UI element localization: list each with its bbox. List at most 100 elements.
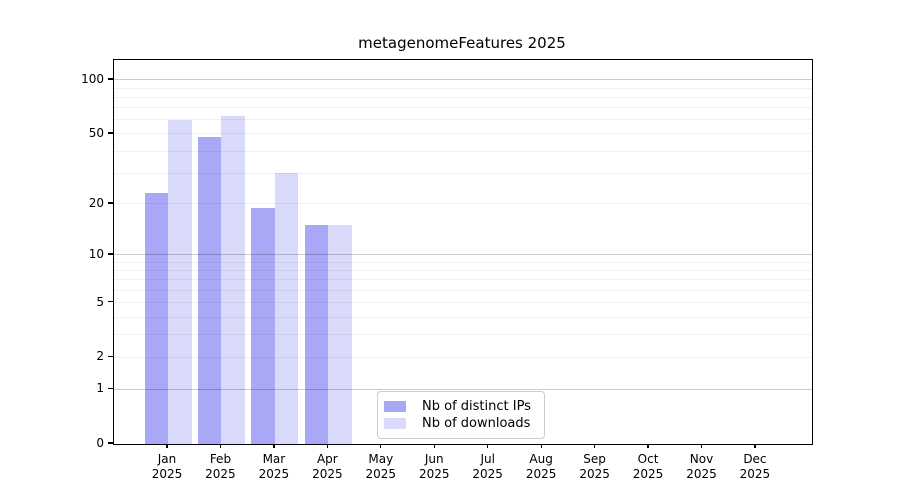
gridline-minor-5: [114, 302, 812, 304]
x-tick-mark-jan: [166, 444, 168, 449]
bar-nb-of-downloads-mar: [274, 173, 299, 444]
x-tick-mark-jun: [433, 444, 435, 449]
x-tick-month: Jun: [424, 452, 444, 466]
gridline-minor-3: [114, 334, 812, 336]
gridline-minor-7: [114, 279, 812, 281]
bar-nb-of-downloads-apr: [328, 225, 352, 444]
bar-nb-of-distinct-ips-feb: [197, 136, 222, 444]
y-tick-mark-10: [108, 253, 113, 255]
gridline-major-100: [114, 79, 812, 81]
y-tick-mark-1: [108, 387, 113, 389]
x-tick-mark-feb: [219, 444, 222, 449]
chart-title: metagenomeFeatures 2025: [358, 34, 566, 52]
x-tick-year: 2025: [205, 467, 236, 481]
gridline-major-1: [114, 388, 812, 390]
gridline-minor-8: [114, 270, 812, 272]
x-tick-label-sep: Sep 2025: [568, 452, 622, 482]
y-tick-label-2: 2: [96, 349, 104, 364]
gridline-minor-2: [114, 356, 812, 358]
legend-swatch-icon: [384, 401, 406, 412]
x-tick-month: Feb: [209, 452, 232, 466]
y-tick-mark-20: [108, 202, 113, 204]
x-tick-month: Mar: [262, 452, 286, 466]
x-tick-mark-mar: [273, 444, 275, 449]
legend: Nb of distinct IPs Nb of downloads: [377, 391, 545, 439]
x-tick-year: 2025: [739, 467, 771, 481]
x-tick-month: May: [368, 452, 394, 466]
y-tick-label-100: 100: [81, 71, 104, 86]
x-tick-mark-sep: [593, 444, 596, 449]
x-tick-mark-dec: [754, 444, 756, 449]
y-tick-label-20: 20: [88, 195, 104, 210]
x-tick-label-oct: Oct 2025: [621, 452, 675, 482]
x-tick-month: Dec: [743, 452, 767, 466]
legend-item-nb-of-downloads: Nb of downloads: [384, 415, 536, 432]
x-tick-month: Jan: [157, 452, 177, 466]
x-tick-label-mar: Mar 2025: [247, 452, 301, 482]
y-tick-mark-100: [108, 78, 113, 80]
x-tick-mark-jul: [487, 444, 489, 449]
x-tick-label-dec: Dec 2025: [728, 452, 782, 482]
y-tick-mark-2: [108, 355, 113, 358]
gridline-major-10: [114, 254, 812, 256]
gridline-minor-30: [114, 172, 812, 174]
y-tick-mark-5: [108, 301, 113, 303]
x-tick-label-jan: Jan 2025: [140, 452, 194, 482]
x-tick-year: 2025: [418, 467, 450, 481]
x-tick-month: Aug: [529, 452, 553, 466]
y-tick-mark-0: [108, 442, 113, 444]
gridline-minor-4: [114, 316, 812, 318]
x-tick-label-apr: Apr 2025: [300, 452, 354, 482]
x-tick-year: 2025: [258, 467, 290, 481]
gridline-minor-9: [114, 261, 812, 263]
x-tick-month: Sep: [583, 452, 606, 466]
x-tick-year: 2025: [472, 467, 503, 481]
x-tick-label-nov: Nov 2025: [675, 452, 729, 482]
y-tick-label-50: 50: [88, 125, 104, 140]
gridline-minor-40: [114, 150, 812, 152]
x-tick-mark-apr: [326, 444, 328, 449]
bar-nb-of-distinct-ips-mar: [251, 207, 275, 444]
bar-nb-of-downloads-feb: [221, 115, 245, 444]
gridline-minor-90: [114, 87, 812, 89]
gridline-minor-6: [114, 289, 812, 291]
y-tick-label-1: 1: [96, 381, 104, 396]
x-tick-mark-aug: [540, 444, 542, 449]
x-tick-month: Jul: [480, 452, 495, 466]
x-tick-year: 2025: [312, 467, 343, 481]
y-tick-label-5: 5: [96, 294, 104, 309]
x-tick-label-may: May 2025: [354, 452, 408, 482]
x-tick-mark-may: [380, 444, 382, 449]
gridline-minor-80: [114, 96, 812, 98]
gridline-minor-50: [114, 133, 812, 135]
legend-item-label: Nb of distinct IPs: [422, 399, 531, 414]
x-tick-year: 2025: [525, 467, 557, 481]
x-tick-mark-oct: [647, 444, 649, 449]
gridline-minor-20: [114, 203, 812, 205]
x-tick-year: 2025: [365, 467, 397, 481]
bar-nb-of-distinct-ips-jan: [144, 193, 168, 444]
gridline-minor-70: [114, 107, 812, 109]
legend-item-nb-of-distinct-ips: Nb of distinct IPs: [384, 398, 536, 415]
x-tick-month: Oct: [637, 452, 659, 466]
x-tick-year: 2025: [632, 467, 664, 481]
x-tick-year: 2025: [579, 467, 610, 481]
legend-item-label: Nb of downloads: [422, 416, 531, 431]
x-tick-mark-nov: [700, 444, 703, 449]
x-tick-month: Apr: [316, 452, 338, 466]
y-tick-label-10: 10: [88, 246, 104, 261]
legend-swatch-icon: [384, 418, 406, 429]
x-tick-label-feb: Feb 2025: [193, 452, 247, 482]
x-tick-year: 2025: [686, 467, 717, 481]
plot-area: [113, 59, 813, 445]
y-tick-label-0: 0: [96, 436, 104, 450]
x-tick-year: 2025: [151, 467, 183, 481]
x-tick-label-aug: Aug 2025: [514, 452, 568, 482]
x-tick-month: Nov: [689, 452, 714, 466]
y-tick-mark-50: [108, 132, 113, 134]
x-tick-label-jul: Jul 2025: [461, 452, 515, 482]
x-tick-label-jun: Jun 2025: [407, 452, 461, 482]
bar-nb-of-distinct-ips-apr: [304, 225, 329, 444]
gridline-minor-60: [114, 119, 812, 121]
